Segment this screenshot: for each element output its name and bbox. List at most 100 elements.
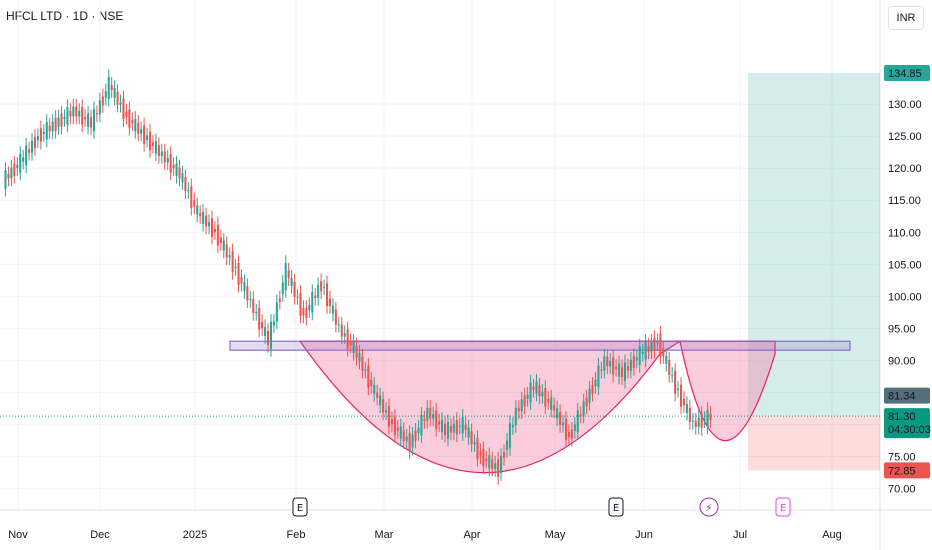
y-tick-label: 90.00: [888, 355, 916, 367]
candle-body: [600, 369, 603, 371]
candle-body: [134, 118, 137, 131]
candle-body: [370, 379, 373, 387]
candle-body: [618, 363, 621, 377]
candle-body: [594, 379, 597, 387]
candle-body: [623, 362, 627, 381]
candle-body: [75, 106, 78, 117]
candle-body: [547, 398, 550, 403]
x-tick-label: 2025: [183, 529, 207, 541]
candle-body: [146, 135, 149, 140]
candle-body: [435, 410, 438, 429]
resistance-zone: [229, 340, 851, 351]
candle-body: [57, 117, 60, 128]
candle-body: [511, 425, 514, 428]
candle-body: [615, 366, 618, 369]
candle-body: [36, 136, 39, 141]
candle-body: [305, 307, 308, 318]
candle-body: [13, 163, 16, 176]
target-price-label: 134.85: [888, 68, 922, 80]
resistance-band: [229, 340, 851, 351]
candle-body: [538, 385, 541, 397]
y-tick-label: 130.00: [888, 99, 922, 111]
candle-body: [349, 341, 352, 346]
event-label: E: [780, 503, 786, 514]
candle-body: [461, 416, 464, 434]
candle-body: [25, 145, 28, 166]
candle-body: [202, 211, 205, 224]
dividend-event-icon: ⚡: [699, 497, 719, 517]
candle-body: [494, 463, 497, 469]
candle-body: [331, 305, 334, 314]
candle-body: [476, 438, 479, 459]
candle-body: [266, 330, 270, 346]
candle-body: [255, 311, 258, 313]
candle-body: [488, 455, 491, 469]
candle-body: [7, 173, 10, 179]
candle-body: [659, 333, 662, 357]
candle-body: [446, 422, 450, 439]
candle-body: [311, 291, 314, 313]
candle-body: [464, 424, 467, 430]
x-tick-label: Feb: [287, 529, 306, 541]
candle-body: [682, 398, 686, 406]
candle-body: [396, 427, 399, 431]
candle-body: [609, 360, 612, 367]
candle-body: [668, 359, 671, 375]
candle-body: [10, 167, 13, 179]
candle-body: [293, 281, 296, 297]
y-tick-label: 125.00: [888, 131, 922, 143]
candle-body: [700, 414, 703, 429]
event-badge[interactable]: [775, 497, 791, 517]
candle-body: [30, 140, 34, 153]
candle-body: [184, 177, 187, 192]
candle-body: [98, 100, 101, 115]
candle-body: [502, 452, 506, 458]
candle-body: [166, 157, 169, 163]
candle-body: [42, 131, 45, 134]
target-price-label-bg: [884, 65, 930, 82]
candle-body: [340, 324, 343, 337]
candle-body: [399, 426, 402, 439]
candle-body: [199, 213, 202, 217]
candle-body: [500, 455, 503, 474]
candle-body: [656, 341, 659, 344]
candle-body: [308, 304, 311, 311]
candle-body: [119, 102, 122, 105]
event-badge[interactable]: [608, 497, 624, 517]
candle-body: [272, 321, 275, 326]
y-tick-label: 120.00: [888, 163, 922, 175]
candle-body: [479, 451, 482, 457]
candle-body: [408, 432, 411, 452]
candle-body: [261, 321, 264, 329]
event-badge[interactable]: [699, 497, 719, 517]
event-badge[interactable]: [292, 497, 308, 517]
candle-body: [585, 397, 588, 407]
candle-body: [87, 113, 90, 127]
candle-body: [122, 98, 125, 120]
currency-button[interactable]: INR: [888, 6, 924, 30]
candle-body: [63, 116, 66, 120]
candle-body: [376, 392, 379, 398]
candle-body: [597, 365, 600, 388]
candle-body: [51, 121, 54, 132]
earnings-event-icon: E: [608, 497, 624, 517]
stop-zone: [748, 415, 880, 471]
candle-body: [302, 308, 305, 316]
candle-body: [373, 384, 376, 394]
candle-body: [612, 357, 615, 375]
candle-body: [379, 395, 382, 406]
candle-body: [252, 298, 255, 313]
candle-body: [110, 84, 113, 91]
candle-body: [163, 151, 166, 163]
candle-body: [677, 388, 680, 390]
candle-body: [541, 391, 544, 397]
candle-body: [317, 285, 320, 299]
candle-body: [520, 399, 523, 412]
candle-body: [529, 382, 532, 403]
candle-body: [323, 287, 326, 289]
candle-body: [423, 418, 426, 421]
event-label: E: [613, 503, 619, 514]
candle-body: [467, 427, 470, 438]
candle-body: [45, 122, 48, 140]
